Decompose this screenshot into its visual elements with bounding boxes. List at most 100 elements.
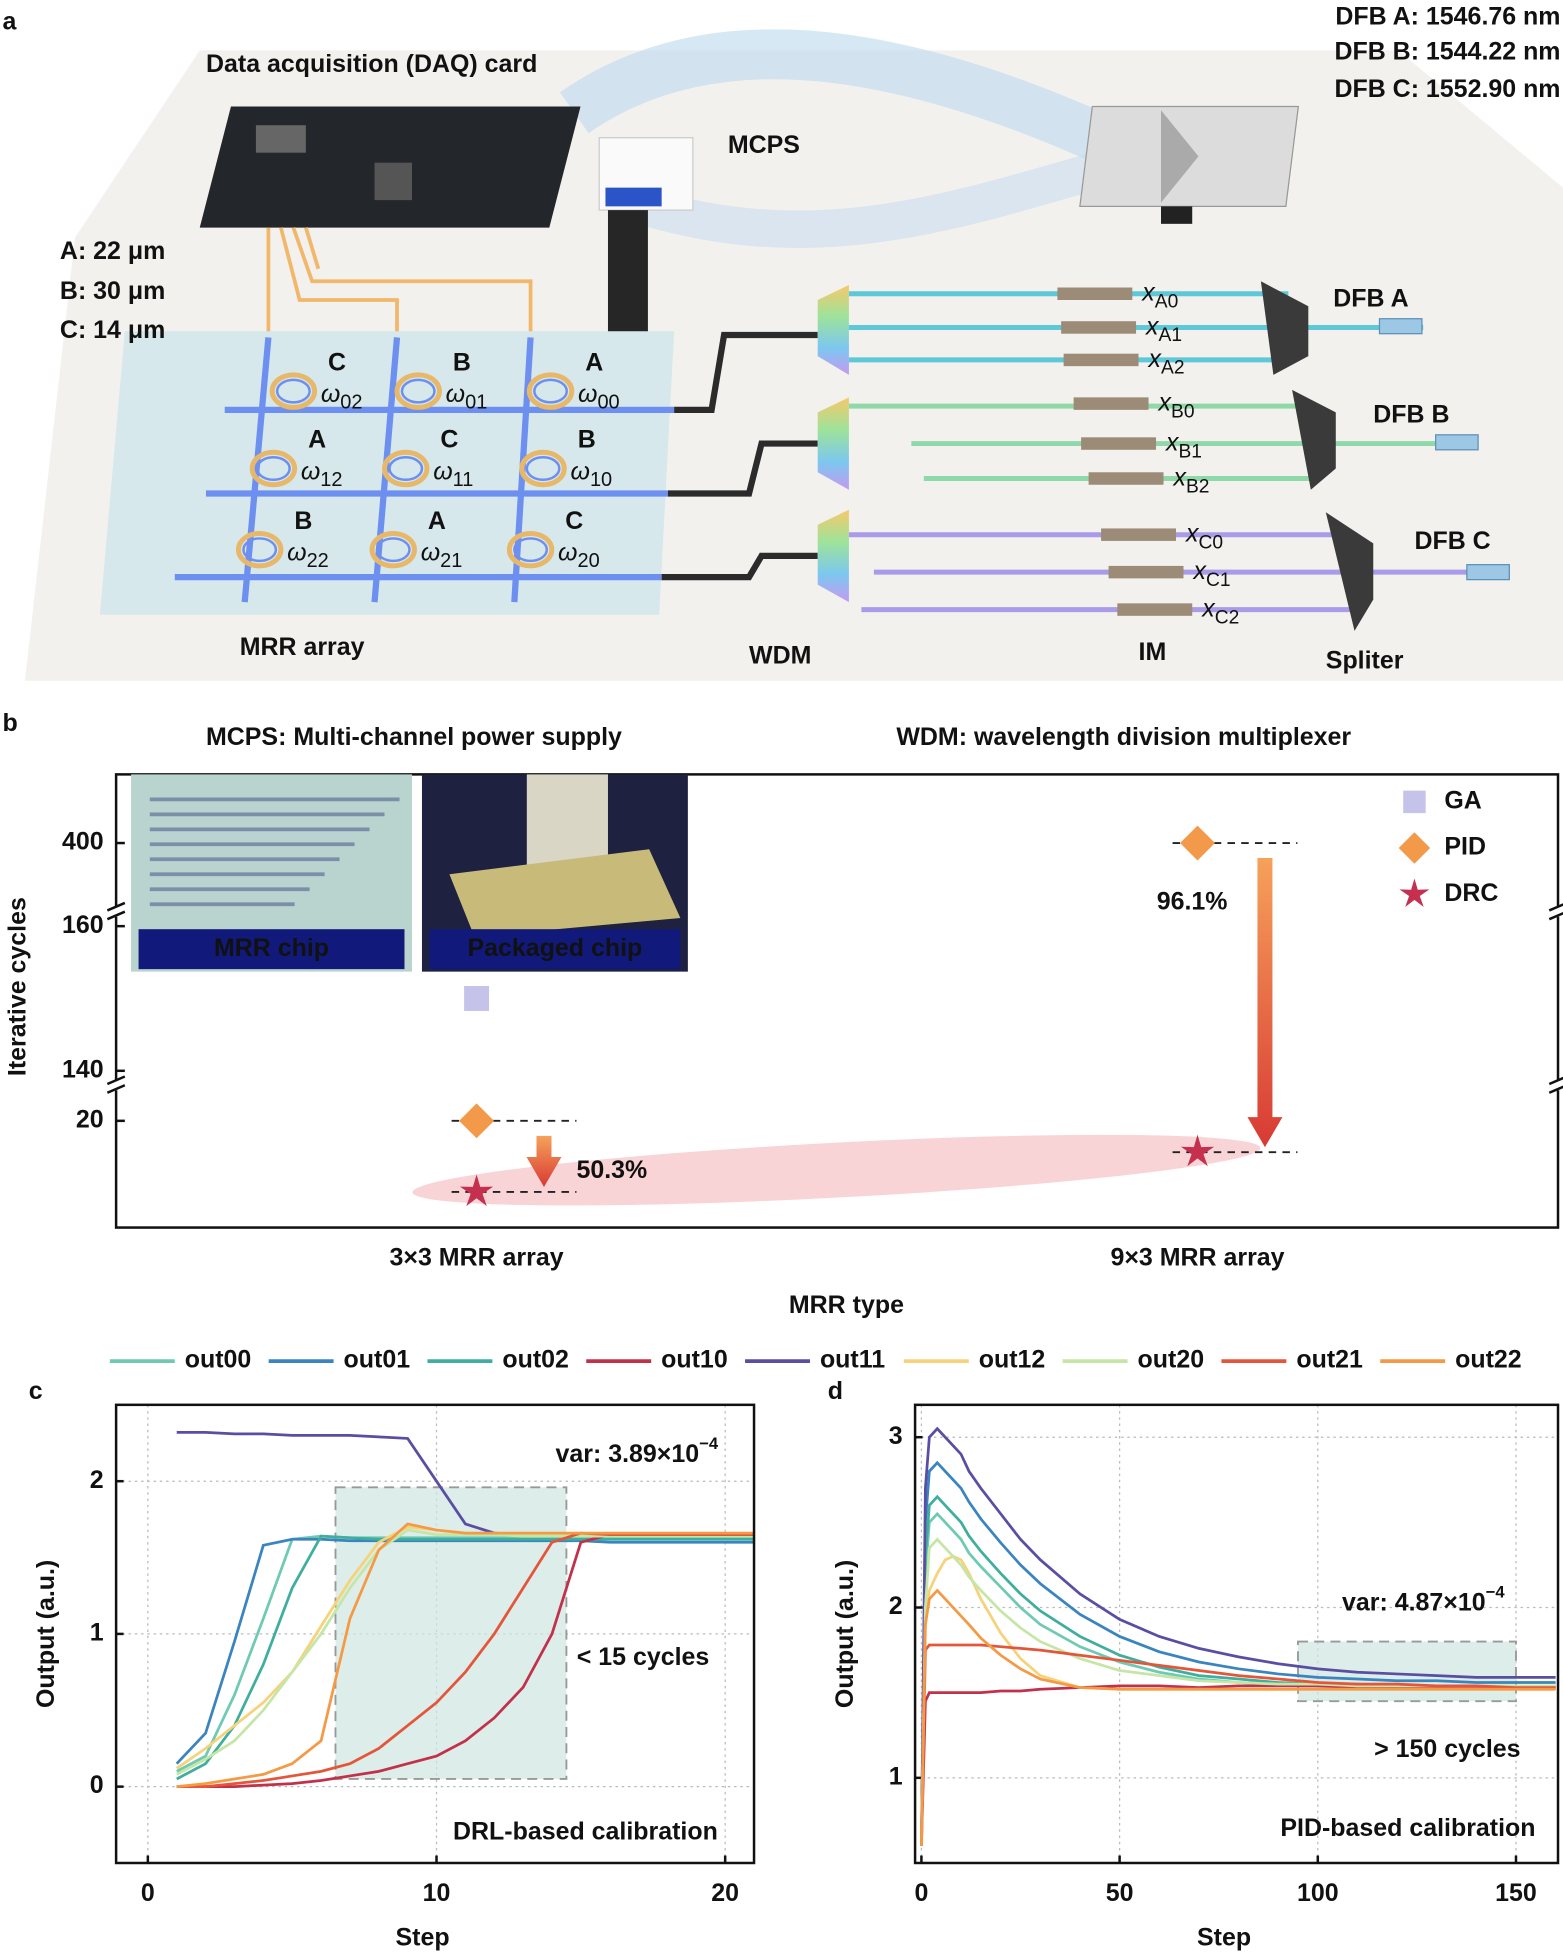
x-tick-label: 9×3 MRR array — [1110, 1243, 1284, 1271]
x-axis-label: MRR type — [789, 1291, 904, 1319]
legend-label: out11 — [820, 1346, 885, 1374]
modulator-label-main: x — [1148, 345, 1163, 373]
modulator — [1081, 437, 1157, 450]
ring-sub: 11 — [453, 469, 474, 491]
axis-break-gap — [108, 1080, 124, 1091]
axis-break — [106, 1075, 126, 1094]
x-tick-label: 10 — [423, 1879, 451, 1907]
modulator-label-sub: B0 — [1171, 401, 1195, 422]
variance-label: var: 4.87×10−4 — [1342, 1583, 1505, 1616]
panel-a-scene — [24, 29, 1563, 681]
modulator-label-sub: C2 — [1215, 607, 1240, 628]
modulator-label-sub: B1 — [1178, 441, 1202, 462]
modulator-label-main: x — [1165, 428, 1180, 456]
micro-ring-inner — [525, 456, 561, 482]
ring-frequency: ω10 — [571, 457, 613, 491]
ring-frequency: ω11 — [433, 457, 473, 491]
micro-ring-inner — [400, 378, 436, 404]
inset-label: Packaged chip — [468, 934, 643, 962]
variance-label-main: var: 3.89×10 — [556, 1439, 700, 1467]
ring-letter: C — [440, 426, 458, 454]
x-tick-label: 100 — [1297, 1879, 1339, 1907]
micro-ring — [269, 372, 318, 410]
daq-label: Data acquisition (DAQ) card — [206, 50, 537, 78]
legend-label: out01 — [344, 1346, 411, 1374]
inset-label-bar — [138, 929, 405, 970]
marker-star — [459, 1174, 494, 1207]
legend-label: out21 — [1296, 1346, 1363, 1374]
modulator-label: xB2 — [1172, 463, 1209, 497]
ring-omega: ω — [287, 538, 306, 566]
ring-omega: ω — [571, 457, 590, 485]
series-line — [920, 1537, 1556, 1846]
axis-break — [106, 901, 126, 921]
ring-radius: B: 30 μm — [60, 277, 165, 305]
panel-label: b — [2, 709, 17, 737]
package — [449, 849, 681, 937]
modulator — [1063, 353, 1139, 367]
modulator-label: xB0 — [1158, 388, 1195, 422]
legend-marker — [1399, 878, 1430, 907]
modulator — [1061, 321, 1137, 334]
axis-break-gap — [1550, 906, 1563, 917]
x-tick-label: 150 — [1495, 1879, 1537, 1907]
legend-label: DRC — [1444, 879, 1498, 907]
y-tick-label: 400 — [62, 828, 104, 856]
modulator-label-sub: A1 — [1159, 325, 1183, 346]
legend-label: out20 — [1138, 1346, 1205, 1374]
series-line — [176, 1522, 755, 1788]
axes-frame — [913, 1403, 1560, 1865]
micro-ring — [526, 372, 575, 410]
marker-diamond — [1180, 825, 1216, 861]
modulator-label-main: x — [1201, 594, 1216, 622]
x-tick-label: 3×3 MRR array — [390, 1243, 564, 1271]
modulator — [1117, 603, 1193, 616]
y-tick-label: 3 — [889, 1422, 903, 1450]
legend-label: out22 — [1455, 1346, 1522, 1374]
variance-label-sup: −4 — [1486, 1583, 1506, 1602]
marker-star — [1180, 1134, 1215, 1167]
x-axis-label: Step — [396, 1924, 450, 1952]
method-label: DRL-based calibration — [453, 1818, 718, 1846]
laser-label: DFB B — [1373, 401, 1449, 429]
micro-ring — [394, 372, 442, 410]
caption: Spliter — [1326, 647, 1404, 675]
series-line — [176, 1528, 755, 1776]
y-axis-label: Iterative cycles — [3, 897, 31, 1076]
ring-letter: A — [428, 507, 446, 535]
series-line — [176, 1534, 755, 1781]
ring-sub: 00 — [597, 392, 619, 414]
ring-radius: C: 14 μm — [60, 316, 165, 344]
ring-sub: 22 — [307, 550, 329, 572]
axis-break-gap — [108, 906, 124, 917]
inset-label-bar — [429, 929, 681, 970]
legend-marker — [1398, 832, 1431, 864]
ring-frequency: ω21 — [421, 538, 463, 572]
reduction-label: 96.1% — [1157, 887, 1228, 915]
dfb-wavelength: DFB C: 1552.90 nm — [1334, 75, 1560, 103]
ring-letter: B — [294, 507, 312, 535]
modulator-label: xA0 — [1141, 278, 1178, 312]
ring-omega: ω — [321, 379, 340, 407]
y-axis-label: Output (a.u.) — [32, 1560, 60, 1708]
modulator-label-main: x — [1145, 312, 1160, 340]
x-tick-label: 20 — [711, 1879, 739, 1907]
legend-label: out12 — [979, 1346, 1046, 1374]
micro-ring — [506, 530, 555, 569]
ring-omega: ω — [446, 379, 465, 407]
modulator-label-main: x — [1172, 463, 1187, 491]
ring-frequency: ω20 — [558, 538, 600, 572]
ring-frequency: ω00 — [578, 379, 620, 413]
y-tick-label: 20 — [76, 1105, 104, 1133]
variance-label-main: var: 4.87×10 — [1342, 1588, 1486, 1616]
glossary: WDM: wavelength division multiplexer — [896, 723, 1351, 751]
micro-ring-inner — [255, 456, 291, 482]
micro-ring — [519, 449, 567, 488]
modulator — [1073, 397, 1149, 410]
axes-frame — [114, 1403, 756, 1865]
modulator-label-main: x — [1192, 557, 1207, 585]
ring-sub: 12 — [320, 469, 342, 491]
y-tick-label: 140 — [62, 1055, 104, 1083]
micro-ring-inner — [513, 537, 549, 563]
series-line — [176, 1531, 755, 1789]
